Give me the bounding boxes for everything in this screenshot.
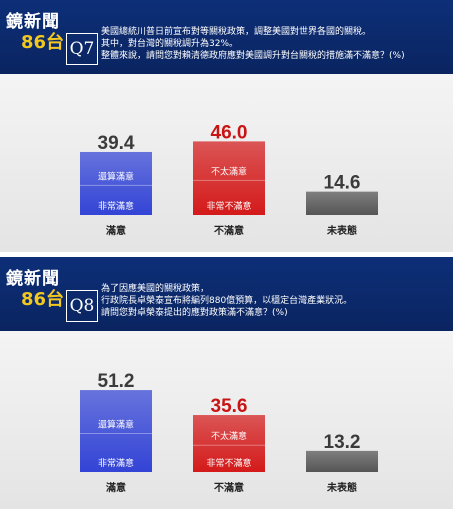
segment-label: 非常滿意 [98,200,134,212]
brand-line1: 鏡新聞 [6,269,60,289]
question-line: 美國總統川普日前宣布對等關稅政策，調整美國對世界各國的關稅。 [101,27,372,37]
category-label-dissatisfied: 不滿意 [214,481,244,494]
category-label-undecided: 未表態 [326,224,357,237]
segment-label: 還算滿意 [98,418,134,430]
segment-label: 不太滿意 [211,165,247,177]
bar-undecided [306,191,378,215]
bar-dissatisfied [193,415,265,472]
question-line: 行政院長卓榮泰宣布將編列880億預算，以穩定台灣產業狀況。 [101,296,353,306]
brand-logo: 鏡新聞 86台 [6,12,64,54]
value-label-dissatisfied: 46.0 [211,122,248,143]
bar-satisfied [80,151,152,215]
brand-line2: 86台 [20,289,64,310]
question-text: 為了因應美國的關稅政策， 行政院長卓榮泰宣布將編列880億預算，以穩定台灣產業狀… [101,283,451,319]
segment-label: 非常不滿意 [206,457,251,469]
value-label-dissatisfied: 35.6 [211,396,248,417]
panel-separator [0,252,453,257]
segment-label: 非常滿意 [98,457,134,469]
bar-dissatisfied [193,141,265,215]
value-label-satisfied: 39.4 [98,133,135,154]
bar-undecided [306,450,378,472]
question-line: 為了因應美國的關稅政策， [101,284,210,294]
category-label-dissatisfied: 不滿意 [214,224,244,237]
question-number: Q7 [66,33,98,65]
value-label-undecided: 14.6 [324,173,361,194]
brand-logo: 鏡新聞 86台 [6,269,64,311]
q7-chart: 39.4 非常滿意 還算滿意滿意 46.0 非常不滿意 不太滿意不滿意 14.6 未表態 [0,74,453,252]
category-label-undecided: 未表態 [326,481,357,494]
value-label-undecided: 13.2 [324,432,361,453]
q8-chart: 51.2 非常滿意 還算滿意滿意 35.6 非常不滿意 不太滿意不滿意 13.2 未表態 [0,331,453,509]
brand-line2: 86台 [20,32,64,53]
segment-label: 還算滿意 [98,170,134,182]
value-label-satisfied: 51.2 [98,371,135,392]
q7-header: 鏡新聞 86台 Q7 美國總統川普日前宣布對等關稅政策，調整美國對世界各國的關稅… [0,0,453,74]
brand-line1: 鏡新聞 [6,12,60,32]
question-text: 美國總統川普日前宣布對等關稅政策，調整美國對世界各國的關稅。 其中，對台灣的關稅… [101,26,451,62]
bar-satisfied [80,390,152,472]
q8-header: 鏡新聞 86台 Q8 為了因應美國的關稅政策， 行政院長卓榮泰宣布將編列880億… [0,257,453,331]
question-number: Q8 [66,290,98,322]
q8-panel: 鏡新聞 86台 Q8 為了因應美國的關稅政策， 行政院長卓榮泰宣布將編列880億… [0,257,453,509]
q7-panel: 鏡新聞 86台 Q7 美國總統川普日前宣布對等關稅政策，調整美國對世界各國的關稅… [0,0,453,252]
segment-label: 非常不滿意 [206,200,251,212]
segment-label: 不太滿意 [211,430,247,442]
question-line: 請問您對卓榮泰提出的應對政策滿不滿意？(%) [101,308,288,318]
question-line: 整體來說，請問您對賴清德政府應對美國調升對台關稅的措施滿不滿意？(%) [101,51,405,61]
category-label-satisfied: 滿意 [106,224,126,237]
category-label-satisfied: 滿意 [106,481,126,494]
question-line: 其中，對台灣的關稅調升為32%。 [101,39,239,49]
